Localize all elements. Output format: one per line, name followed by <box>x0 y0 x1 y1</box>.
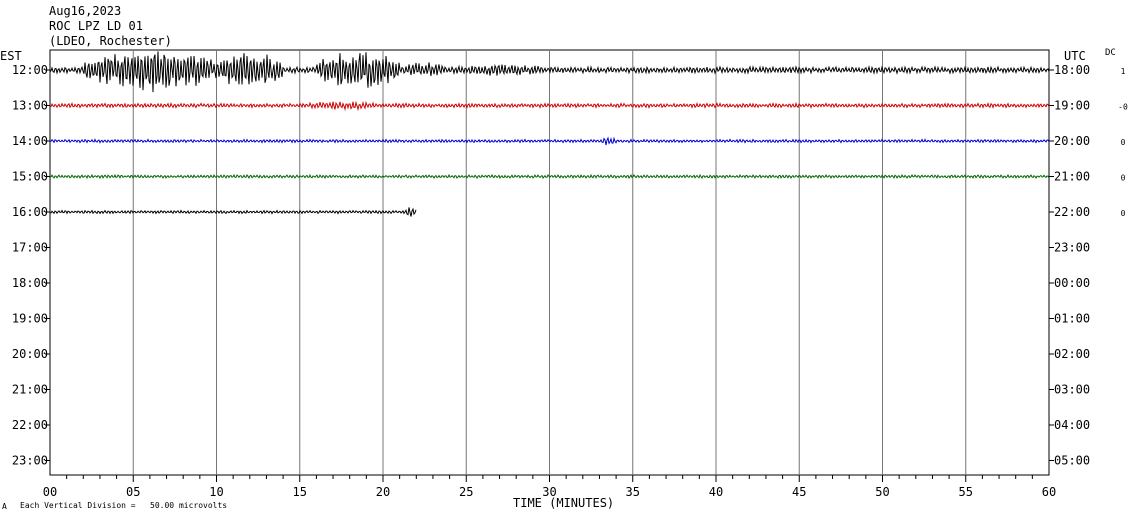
x-tick-label: 05 <box>126 485 140 499</box>
right-time-label: 03:00 <box>1054 383 1090 397</box>
left-time-label: 20:00 <box>12 347 48 361</box>
seismic-trace <box>49 100 1050 112</box>
right-time-label: 21:00 <box>1054 170 1090 184</box>
x-tick-label: 40 <box>709 485 723 499</box>
dc-offset-header: DC <box>1105 48 1116 58</box>
left-time-label: 13:00 <box>12 99 48 113</box>
right-time-label: 20:00 <box>1054 134 1090 148</box>
right-time-label: 01:00 <box>1054 312 1090 326</box>
corner-mark: A <box>2 502 7 511</box>
seismic-trace <box>49 51 1050 93</box>
left-time-label: 19:00 <box>12 312 48 326</box>
left-time-label: 21:00 <box>12 383 48 397</box>
seismic-trace <box>50 207 417 217</box>
seismic-trace <box>49 136 1050 146</box>
dc-offset-value: 1 <box>1121 67 1126 76</box>
left-timezone-label: EST <box>0 49 22 63</box>
left-time-label: 15:00 <box>12 170 48 184</box>
dc-offset-value: -0 <box>1118 103 1128 112</box>
station-network: (LDEO, Rochester) <box>49 34 172 48</box>
right-time-label: 18:00 <box>1054 63 1090 77</box>
dc-offset-value: 0 <box>1121 209 1126 218</box>
x-tick-label: 15 <box>293 485 307 499</box>
right-time-label: 23:00 <box>1054 241 1090 255</box>
x-tick-label: 50 <box>875 485 889 499</box>
right-time-label: 00:00 <box>1054 276 1090 290</box>
x-tick-label: 25 <box>459 485 473 499</box>
x-tick-label: 00 <box>43 485 57 499</box>
dc-offset-value: 0 <box>1121 138 1126 147</box>
left-time-label: 18:00 <box>12 276 48 290</box>
left-time-label: 17:00 <box>12 241 48 255</box>
x-tick-label: 45 <box>792 485 806 499</box>
chart-date: Aug16,2023 <box>49 4 122 18</box>
left-time-label: 23:00 <box>12 454 48 468</box>
dc-offset-value: 0 <box>1121 174 1126 183</box>
x-tick-label: 10 <box>209 485 223 499</box>
vertical-scale-note: Each Vertical Division = 50.00 microvolt… <box>20 501 228 510</box>
left-time-label: 22:00 <box>12 418 48 432</box>
left-time-label: 16:00 <box>12 205 48 219</box>
station-code: ROC LPZ LD 01 <box>49 19 143 33</box>
left-time-label: 12:00 <box>12 63 48 77</box>
right-time-label: 04:00 <box>1054 418 1090 432</box>
seismic-trace <box>49 173 1050 180</box>
right-time-label: 22:00 <box>1054 205 1090 219</box>
x-tick-label: 60 <box>1042 485 1056 499</box>
x-tick-label: 35 <box>626 485 640 499</box>
right-timezone-label: UTC <box>1064 49 1086 63</box>
x-tick-label: 55 <box>959 485 973 499</box>
left-time-label: 14:00 <box>12 134 48 148</box>
right-time-label: 19:00 <box>1054 99 1090 113</box>
right-time-label: 05:00 <box>1054 454 1090 468</box>
x-tick-label: 20 <box>376 485 390 499</box>
right-time-label: 02:00 <box>1054 347 1090 361</box>
x-tick-label: 30 <box>542 485 556 499</box>
x-axis-title: TIME (MINUTES) <box>513 496 615 510</box>
